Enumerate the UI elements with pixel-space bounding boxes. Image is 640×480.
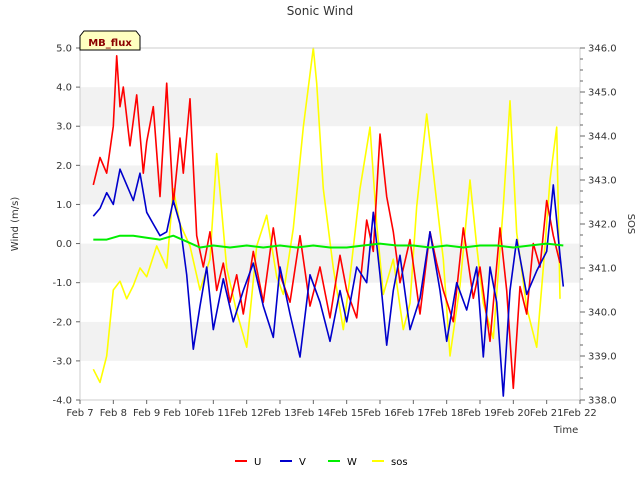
y-tick-label: 4.0 xyxy=(56,83,72,94)
site-tag: MB_flux xyxy=(79,30,141,51)
x-tick-label: Feb 13 xyxy=(263,408,297,419)
x-tick-label: Feb 19 xyxy=(463,408,497,419)
y2-tick-label: 341.0 xyxy=(588,264,617,275)
x-tick-label: Feb 22 xyxy=(563,408,597,419)
y-tick-label: 3.0 xyxy=(56,122,72,133)
legend-label-w: W xyxy=(347,457,357,468)
grid-bands xyxy=(80,48,580,400)
y2-tick-label: 338.0 xyxy=(588,396,617,407)
y2-axis-title: SOS xyxy=(625,214,636,235)
y2-tick-label: 345.0 xyxy=(588,88,617,99)
y-axis-title: Wind (m/s) xyxy=(10,197,21,252)
x-axis: Feb 7 Feb 8 Feb 9 Feb 10 Feb 11 Feb 12 Feb 13 F… xyxy=(66,400,597,419)
plot-area xyxy=(92,47,565,397)
series-line-sos xyxy=(92,47,561,384)
x-tick-label: Feb 7 xyxy=(66,408,93,419)
y2-tick-label: 346.0 xyxy=(588,44,617,55)
grid-band xyxy=(80,165,580,205)
x-tick-label: Feb 11 xyxy=(197,408,231,419)
y-tick-label: -1.0 xyxy=(52,278,72,289)
site-tag-box xyxy=(79,30,141,51)
x-tick-label: Feb 17 xyxy=(397,408,431,419)
x-tick-label: Feb 14 xyxy=(297,408,331,419)
grid-band xyxy=(80,87,580,127)
series-line-v xyxy=(92,168,565,397)
grid-band xyxy=(80,360,580,400)
x-tick-label: Feb 20 xyxy=(497,408,531,419)
x-tick-label: Feb 12 xyxy=(230,408,264,419)
y2-tick-label: 340.0 xyxy=(588,308,617,319)
x-tick-label: Feb 10 xyxy=(163,408,197,419)
site-tag-label: MB_flux xyxy=(88,38,132,49)
y-tick-label: -4.0 xyxy=(52,396,72,407)
right-axis: 338.0 339.0 340.0 341.0 342.0 343.0 344.0 345.0… xyxy=(580,44,617,407)
x-tick-label: Feb 16 xyxy=(363,408,397,419)
legend-label-u: U xyxy=(254,457,261,468)
y-tick-label: 2.0 xyxy=(56,161,72,172)
x-tick-label: Feb 8 xyxy=(100,408,127,419)
chart-title: Sonic Wind xyxy=(287,4,353,18)
y-tick-label: 0.0 xyxy=(56,239,72,250)
x-tick-label: Feb 15 xyxy=(330,408,364,419)
grid-band xyxy=(80,48,580,88)
y2-tick-label: 339.0 xyxy=(588,352,617,363)
legend-label-sos: sos xyxy=(391,457,408,468)
y-tick-label: 5.0 xyxy=(56,44,72,55)
x-tick-label: Feb 21 xyxy=(530,408,564,419)
y2-tick-label: 343.0 xyxy=(588,176,617,187)
y2-tick-label: 342.0 xyxy=(588,220,617,231)
x-axis-title: Time xyxy=(553,425,578,436)
y-tick-label: 1.0 xyxy=(56,200,72,211)
y2-tick-label: 344.0 xyxy=(588,132,617,143)
legend-label-v: V xyxy=(299,457,306,468)
y-tick-label: -3.0 xyxy=(52,356,72,367)
left-axis: -4.0 -3.0 -2.0 -1.0 0.0 1.0 2.0 3.0 4.0 5.0 xyxy=(52,44,80,407)
series-line-w xyxy=(93,234,564,249)
x-tick-label: Feb 18 xyxy=(430,408,464,419)
y-tick-label: -2.0 xyxy=(52,317,72,328)
x-tick-label: Feb 9 xyxy=(133,408,160,419)
series-line-u xyxy=(92,54,561,390)
